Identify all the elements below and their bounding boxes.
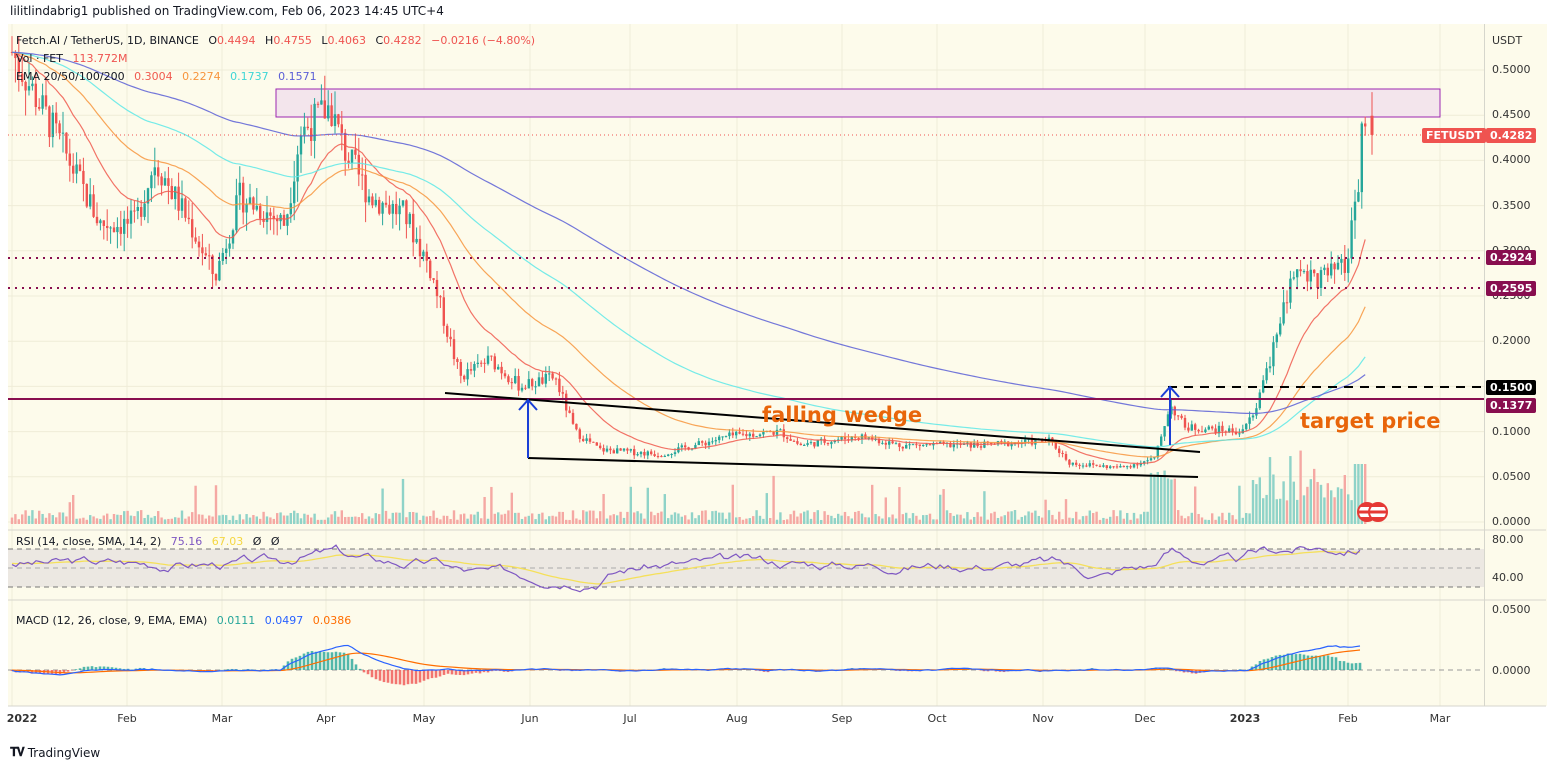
tradingview-logo[interactable]: 𝐓𝐕 TradingView (10, 745, 100, 760)
high-value: 0.4755 (273, 34, 312, 47)
time-tick: Dec (1134, 712, 1156, 725)
close-value: 0.4282 (383, 34, 422, 47)
price-tick: 0.0500 (1492, 469, 1531, 483)
price-tick: 0.2000 (1492, 334, 1531, 348)
rsi-value: 75.16 (170, 535, 203, 548)
tradingview-logo-icon: 𝐓𝐕 (10, 745, 25, 759)
time-tick: Feb (1338, 712, 1358, 725)
macd-value: 0.0497 (264, 614, 304, 627)
macd-tick-0: 0.0000 (1492, 664, 1531, 677)
symbol-legend: Fetch.AI / TetherUS, 1D, BINANCE O0.4494… (16, 34, 536, 47)
price-tick: 0.4500 (1492, 108, 1531, 122)
macd-signal-value: 0.0386 (312, 614, 352, 627)
time-tick: Sep (831, 712, 853, 725)
change-value: −0.0216 (−4.80%) (431, 34, 536, 47)
ema-legend: EMA 20/50/100/200 0.3004 0.2274 0.1737 0… (16, 70, 317, 83)
time-tick: Apr (316, 712, 336, 725)
ema50-value: 0.2274 (182, 70, 221, 83)
rsi-tick-80: 80.00 (1492, 533, 1524, 546)
level-tag-0.2595: 0.2595 (1486, 281, 1537, 296)
time-tick: Mar (1429, 712, 1451, 725)
time-tick: Nov (1032, 712, 1054, 725)
time-tick: Feb (117, 712, 137, 725)
time-tick: Oct (927, 712, 947, 725)
price-tick: 0.5000 (1492, 63, 1531, 76)
level-tag-0.1377: 0.1377 (1486, 398, 1537, 413)
symbol-price-tag: FETUSDT (1422, 128, 1487, 143)
macd-tick-0.05: 0.0500 (1492, 603, 1531, 616)
level-tag-0.1500: 0.1500 (1486, 380, 1537, 395)
time-tick: Jun (521, 712, 539, 725)
price-unit: USDT (1492, 34, 1523, 47)
target-price-label[interactable]: target price (1300, 409, 1441, 433)
level-tag-0.2924: 0.2924 (1486, 250, 1537, 265)
last-price-tag: 0.4282 (1486, 128, 1537, 143)
rsi-sma-value: 67.03 (211, 535, 244, 548)
us-event-flag-icon[interactable] (1368, 502, 1388, 522)
volume-value: 113.772M (72, 52, 128, 65)
tradingview-brand: TradingView (27, 745, 101, 760)
ema100-value: 0.1737 (230, 70, 269, 83)
open-value: 0.4494 (217, 34, 256, 47)
symbol-name: Fetch.AI / TetherUS, 1D, BINANCE (16, 34, 199, 47)
time-tick: 2022 (6, 712, 38, 725)
time-tick: May (412, 712, 436, 725)
chart-pane[interactable] (8, 24, 1484, 706)
low-value: 0.4063 (327, 34, 366, 47)
price-tick: 0.4000 (1492, 153, 1531, 167)
time-tick: Aug (726, 712, 748, 725)
price-tick: 0.1000 (1492, 424, 1531, 438)
macd-legend: MACD (12, 26, close, 9, EMA, EMA) 0.0111… (16, 614, 352, 627)
falling-wedge-label[interactable]: falling wedge (762, 403, 923, 427)
ema200-value: 0.1571 (278, 70, 317, 83)
rsi-legend: RSI (14, close, SMA, 14, 2) 75.16 67.03 … (16, 535, 280, 548)
resistance-zone (275, 88, 1441, 118)
rsi-tick-40: 40.00 (1492, 571, 1524, 584)
ema20-value: 0.3004 (134, 70, 173, 83)
price-tick: 0.0000 (1492, 515, 1531, 528)
time-tick: Jul (623, 712, 637, 725)
volume-legend: Vol · FET 113.772M (16, 52, 128, 65)
macd-hist-value: 0.0111 (216, 614, 256, 627)
time-tick: 2023 (1229, 712, 1261, 725)
time-tick: Mar (211, 712, 233, 725)
published-info: lilitlindabrig1 published on TradingView… (10, 4, 444, 18)
price-tick: 0.3500 (1492, 198, 1531, 212)
